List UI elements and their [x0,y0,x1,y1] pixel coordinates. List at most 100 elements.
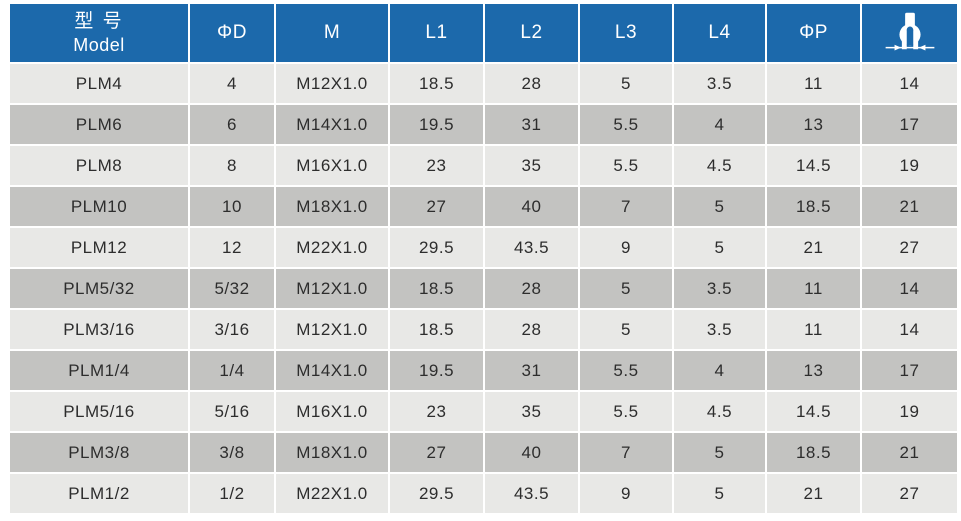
table-cell: 5 [580,310,672,349]
table-cell: 31 [485,105,578,144]
table-cell: 14.5 [767,392,860,431]
table-cell: 5/16 [190,392,274,431]
table-row: PLM5/16 5/16 M16X1.0 23 35 5.5 4.5 14.5 19 [10,392,957,431]
table-cell: 7 [580,187,672,226]
table-cell: 14 [862,269,957,308]
table-cell: 8 [190,146,274,185]
table-cell: 17 [862,351,957,390]
table-cell: M22X1.0 [276,228,388,267]
table-cell: 9 [580,474,672,513]
table-row: PLM4 4 M12X1.0 18.5 28 5 3.5 11 14 [10,64,957,103]
table-cell: PLM3/16 [10,310,188,349]
col-header-model-cn: 型 号 [74,11,124,32]
table-cell: 5 [674,228,765,267]
table-cell: 18.5 [390,310,483,349]
table-cell: PLM6 [10,105,188,144]
table-cell: 28 [485,64,578,103]
table-cell: 18.5 [390,269,483,308]
table-cell: 6 [190,105,274,144]
table-row: PLM12 12 M22X1.0 29.5 43.5 9 5 21 27 [10,228,957,267]
table-cell: 35 [485,392,578,431]
table-cell: M12X1.0 [276,310,388,349]
table-cell: 5 [674,433,765,472]
table-cell: 40 [485,187,578,226]
table-cell: 19 [862,146,957,185]
table-cell: 3.5 [674,269,765,308]
table-row: PLM1/2 1/2 M22X1.0 29.5 43.5 9 5 21 27 [10,474,957,513]
table-cell: 5 [580,269,672,308]
table-cell: M14X1.0 [276,351,388,390]
table-cell: 4.5 [674,392,765,431]
table-cell: 23 [390,146,483,185]
table-cell: 29.5 [390,474,483,513]
table-cell: 3.5 [674,64,765,103]
table-cell: 5.5 [580,146,672,185]
spec-table-body: PLM4 4 M12X1.0 18.5 28 5 3.5 11 14 PLM6 6 M14X1.0 19… [10,64,957,513]
table-cell: 13 [767,351,860,390]
table-cell: 19 [862,392,957,431]
table-cell: 28 [485,269,578,308]
table-cell: 21 [767,228,860,267]
header-row: 型 号 Model ΦD M L1 L2 L3 L4 ΦP [10,4,957,62]
col-header-model: 型 号 Model [10,4,188,62]
table-cell: 17 [862,105,957,144]
table-cell: 11 [767,269,860,308]
table-cell: M14X1.0 [276,105,388,144]
table-row: PLM3/16 3/16 M12X1.0 18.5 28 5 3.5 11 14 [10,310,957,349]
table-cell: PLM5/32 [10,269,188,308]
table-cell: 19.5 [390,105,483,144]
table-cell: 4 [674,351,765,390]
table-cell: 13 [767,105,860,144]
table-cell: 10 [190,187,274,226]
table-cell: PLM3/8 [10,433,188,472]
table-cell: 35 [485,146,578,185]
table-cell: M22X1.0 [276,474,388,513]
table-cell: 21 [862,433,957,472]
col-header-l4: L4 [674,4,765,62]
table-cell: 21 [862,187,957,226]
table-cell: 27 [862,228,957,267]
table-row: PLM3/8 3/8 M18X1.0 27 40 7 5 18.5 21 [10,433,957,472]
table-cell: 3/16 [190,310,274,349]
table-cell: 27 [390,187,483,226]
table-cell: 4.5 [674,146,765,185]
table-cell: M12X1.0 [276,64,388,103]
table-cell: 43.5 [485,474,578,513]
table-cell: 5 [674,474,765,513]
col-header-m: M [276,4,388,62]
table-cell: 28 [485,310,578,349]
table-cell: 18.5 [390,64,483,103]
table-cell: M16X1.0 [276,146,388,185]
table-cell: 18.5 [767,433,860,472]
table-cell: 14 [862,310,957,349]
table-cell: 5.5 [580,351,672,390]
wrench-width-icon [885,12,934,51]
table-cell: 5 [674,187,765,226]
table-cell: 4 [674,105,765,144]
table-cell: 21 [767,474,860,513]
table-cell: 9 [580,228,672,267]
table-cell: 43.5 [485,228,578,267]
table-cell: 31 [485,351,578,390]
table-cell: 14.5 [767,146,860,185]
table-cell: M18X1.0 [276,187,388,226]
table-row: PLM6 6 M14X1.0 19.5 31 5.5 4 13 17 [10,105,957,144]
spec-table: 型 号 Model ΦD M L1 L2 L3 L4 ΦP [8,2,959,515]
table-row: PLM10 10 M18X1.0 27 40 7 5 18.5 21 [10,187,957,226]
col-header-phi-p: ΦP [767,4,860,62]
table-cell: PLM12 [10,228,188,267]
table-cell: PLM10 [10,187,188,226]
table-cell: 27 [390,433,483,472]
table-cell: PLM8 [10,146,188,185]
table-cell: 3/8 [190,433,274,472]
table-cell: 27 [862,474,957,513]
table-cell: 40 [485,433,578,472]
table-cell: 29.5 [390,228,483,267]
col-header-l2: L2 [485,4,578,62]
table-cell: 7 [580,433,672,472]
table-cell: 5/32 [190,269,274,308]
table-cell: PLM1/4 [10,351,188,390]
table-cell: 23 [390,392,483,431]
table-cell: 14 [862,64,957,103]
table-cell: 18.5 [767,187,860,226]
